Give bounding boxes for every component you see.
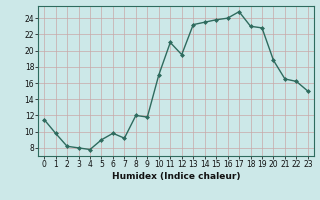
X-axis label: Humidex (Indice chaleur): Humidex (Indice chaleur): [112, 172, 240, 181]
